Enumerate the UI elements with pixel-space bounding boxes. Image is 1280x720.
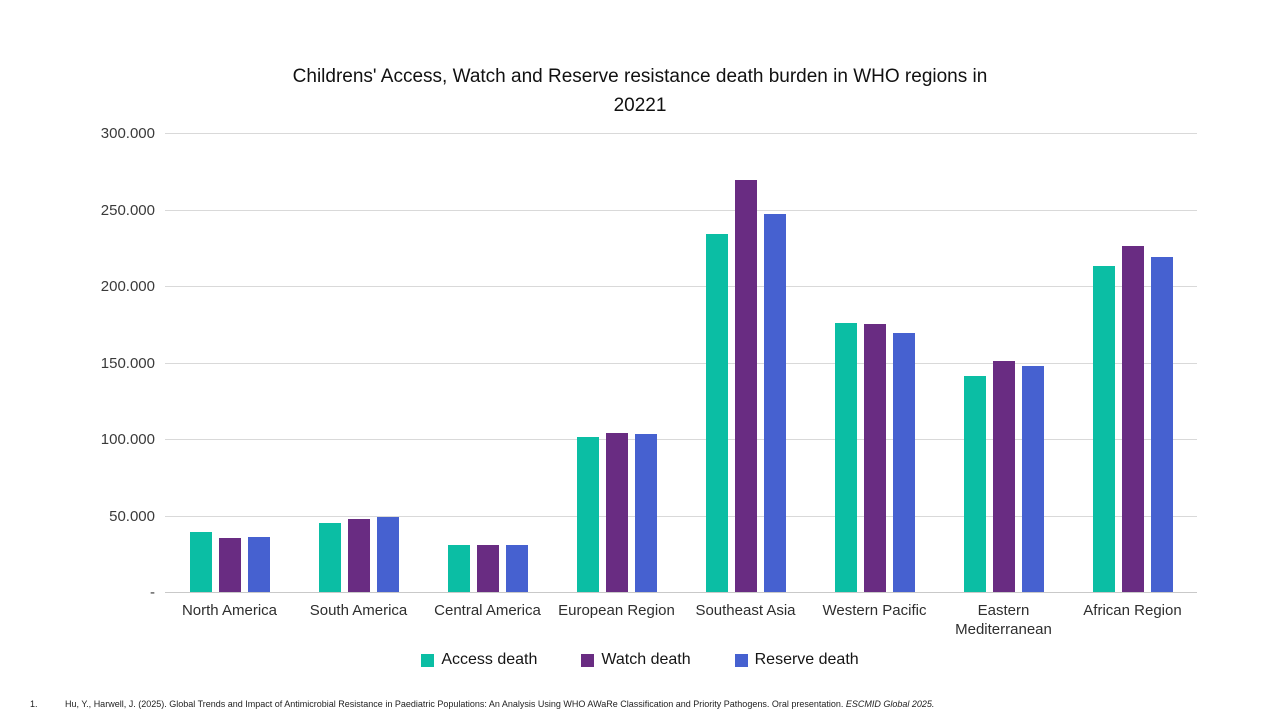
gridline [165,439,1197,440]
x-axis-category-label: Central America [434,602,541,619]
legend-label: Reserve death [754,651,859,668]
x-axis-category-label: Western Pacific [822,602,927,619]
bar-access-death-european-region [576,437,599,592]
x-axis-category-label: North America [181,602,278,619]
bar-access-death-western-pacific [834,322,857,592]
chart-title-line1: Childrens' Access, Watch and Reserve res… [292,66,988,87]
x-axis-category-label: Southeast Asia [695,602,796,619]
gridline [165,133,1197,134]
chart-title: Childrens' Access, Watch and Reserve res… [0,62,1280,120]
legend-item-reserve-death: Reserve death [734,651,859,669]
footnote-number: 1. [30,699,38,709]
bar-watch-death-south-america [347,518,370,592]
footnote-citation-italic: ESCMID Global 2025. [845,699,935,709]
legend: Access death Watch death Reserve death [0,651,1280,669]
y-axis-tick-label: 100.000 [100,431,155,448]
bar-access-death-eastern-mediterranean [963,376,986,592]
y-axis-tick-label: 150.000 [100,354,155,372]
gridline [165,286,1197,287]
y-axis-tick-label: - [150,584,155,601]
legend-item-watch-death: Watch death [581,651,691,669]
x-axis-line [165,592,1197,593]
bar-access-death-central-america [447,544,470,592]
bar-watch-death-southeast-asia [734,180,757,592]
x-axis-category-label: Eastern Mediterranean [955,602,1052,638]
legend-swatch-icon [581,653,595,667]
bar-reserve-death-central-america [505,544,528,592]
y-axis-tick-label: 300.000 [100,125,155,142]
bar-watch-death-eastern-mediterranean [992,360,1015,592]
bar-watch-death-african-region [1121,246,1144,592]
bar-watch-death-european-region [605,432,628,592]
bar-reserve-death-african-region [1150,256,1173,592]
y-axis-tick-label: 50.000 [109,507,155,525]
bar-access-death-african-region [1092,266,1115,592]
bar-reserve-death-eastern-mediterranean [1021,365,1044,592]
gridline [165,209,1197,211]
bar-reserve-death-european-region [634,434,657,592]
bar-watch-death-western-pacific [863,324,886,592]
bar-access-death-north-america [189,532,212,592]
gridline [165,515,1197,517]
footnote-text: Hu, Y., Harwell, J. (2025). Global Trend… [65,699,935,709]
legend-swatch-icon [734,653,748,667]
bar-reserve-death-western-pacific [892,333,915,592]
gridline [165,362,1197,364]
chart-title-line2: 20221 [613,95,667,116]
x-axis-category-label: African Region [1083,602,1182,619]
bar-reserve-death-southeast-asia [763,214,786,592]
legend-swatch-icon [421,653,435,667]
y-axis-tick-label: 250.000 [100,201,155,219]
legend-label: Access death [441,651,538,668]
bar-reserve-death-south-america [376,517,399,592]
x-axis-category-label: European Region [558,602,675,619]
y-axis-tick-label: 200.000 [100,278,155,295]
bar-watch-death-north-america [218,538,241,592]
x-axis-category-label: South America [309,602,408,619]
bar-reserve-death-north-america [247,536,270,592]
legend-item-access-death: Access death [421,651,537,669]
bar-access-death-southeast-asia [705,233,728,592]
bar-access-death-south-america [318,523,341,592]
legend-label: Watch death [601,651,691,668]
bar-watch-death-central-america [476,544,499,592]
